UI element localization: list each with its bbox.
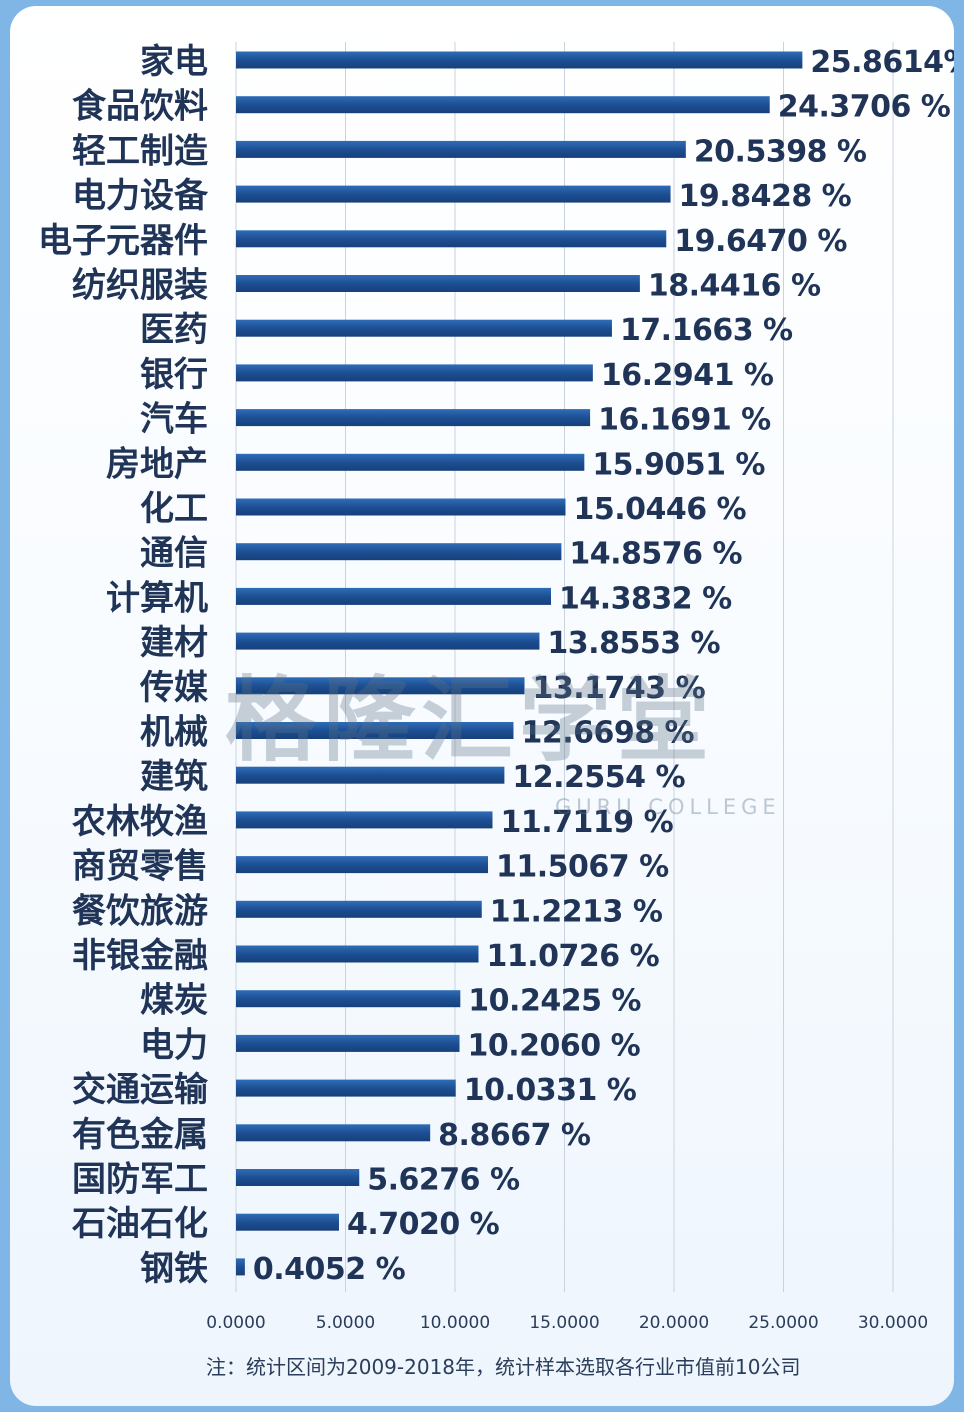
category-label: 非银金融 [72, 936, 208, 976]
category-label: 轻工制造 [72, 131, 208, 171]
value-label: 18.4416 % [648, 269, 821, 304]
value-label: 15.0446 % [573, 492, 746, 527]
bar [236, 1213, 339, 1231]
value-label: 13.8553 % [547, 626, 720, 661]
category-label: 医药 [140, 310, 208, 350]
value-label: 8.8667 % [438, 1118, 591, 1153]
bar [236, 498, 566, 516]
value-label: 10.2425 % [468, 984, 641, 1019]
category-label: 交通运输 [72, 1070, 209, 1110]
value-label: 15.9051 % [592, 447, 765, 482]
value-label: 11.2213 % [490, 894, 663, 929]
bar [236, 319, 612, 337]
category-label: 电力设备 [72, 176, 209, 216]
value-label: 19.6470 % [674, 224, 847, 259]
x-tick-label: 5.0000 [316, 1313, 375, 1333]
bar [236, 275, 640, 292]
bar-chart: 0.0000 5.0000 10.0000 15.0000 20.0000 25.0000… [38, 42, 954, 1333]
bar [236, 96, 770, 114]
category-label: 银行 [140, 355, 208, 395]
x-tick-label: 0.0000 [206, 1313, 265, 1333]
x-tick-label: 10.0000 [420, 1313, 490, 1333]
x-tick-label: 15.0000 [529, 1313, 599, 1333]
category-label: 房地产 [106, 444, 208, 484]
category-label: 钢铁 [140, 1249, 208, 1289]
bar [236, 945, 479, 963]
bar [236, 811, 493, 829]
value-label: 17.1663 % [620, 313, 793, 348]
bar [236, 1169, 360, 1186]
footnote: 注：统计区间为2009-2018年，统计样本选取各行业市值前10公司 [206, 1355, 801, 1379]
category-label: 电子元器件 [38, 221, 208, 261]
category-label: 机械 [140, 713, 208, 753]
bar [236, 1079, 456, 1097]
value-label: 12.2554 % [512, 760, 685, 795]
bar [236, 677, 525, 695]
category-label: 计算机 [106, 578, 208, 618]
bar [236, 185, 671, 203]
category-label: 煤炭 [140, 981, 208, 1021]
value-label: 10.2060 % [468, 1028, 641, 1063]
category-label: 建材 [140, 623, 208, 663]
bar [236, 51, 803, 69]
value-label: 20.5398 % [694, 134, 867, 169]
bar [236, 1258, 245, 1276]
category-label: 纺织服装 [72, 266, 208, 306]
category-label: 有色金属 [72, 1115, 208, 1155]
value-label: 5.6276 % [367, 1163, 520, 1198]
value-label: 11.5067 % [496, 850, 669, 885]
value-label: 24.3706 % [778, 90, 951, 125]
category-label: 传媒 [139, 668, 209, 708]
value-label: 12.6698 % [521, 716, 694, 751]
bar [236, 766, 505, 784]
bar [236, 722, 514, 739]
category-label: 汽车 [140, 400, 208, 440]
bar [236, 900, 482, 918]
bar [236, 990, 461, 1008]
x-tick-label: 25.0000 [748, 1313, 818, 1333]
value-label: 14.3832 % [559, 581, 732, 616]
bar [236, 409, 591, 427]
bar [236, 632, 540, 650]
bar [236, 587, 551, 605]
category-label: 石油石化 [71, 1204, 208, 1244]
bar [236, 856, 488, 874]
bar [236, 453, 585, 471]
value-label: 13.1743 % [533, 671, 706, 706]
category-label: 国防军工 [72, 1160, 208, 1200]
bar [236, 1124, 431, 1142]
category-label: 通信 [140, 534, 208, 574]
value-label: 11.7119 % [500, 805, 673, 840]
category-label: 建筑 [140, 757, 208, 797]
category-label: 电力 [140, 1025, 208, 1065]
value-label: 10.0331 % [464, 1073, 637, 1108]
value-label: 25.8614% [810, 45, 954, 80]
category-label: 化工 [140, 489, 208, 529]
bar [236, 230, 667, 248]
category-label: 农林牧渔 [72, 802, 208, 842]
bar [236, 1034, 460, 1052]
bar [236, 364, 593, 382]
x-tick-label: 20.0000 [639, 1313, 709, 1333]
value-label: 0.4052 % [253, 1252, 406, 1287]
bar [236, 140, 686, 158]
category-label: 家电 [140, 42, 208, 82]
value-label: 16.1691 % [598, 403, 771, 438]
value-label: 14.8576 % [569, 537, 742, 572]
category-label: 食品饮料 [72, 87, 208, 127]
value-label: 4.7020 % [347, 1207, 500, 1242]
value-label: 16.2941 % [601, 358, 774, 393]
x-tick-label: 30.0000 [858, 1313, 928, 1333]
category-label: 餐饮旅游 [72, 891, 208, 931]
value-label: 11.0726 % [486, 939, 659, 974]
value-label: 19.8428 % [679, 179, 852, 214]
chart-panel: 0.0000 5.0000 10.0000 15.0000 20.0000 25.0000… [10, 6, 954, 1406]
category-label: 商贸零售 [72, 847, 208, 887]
bar [236, 543, 562, 561]
